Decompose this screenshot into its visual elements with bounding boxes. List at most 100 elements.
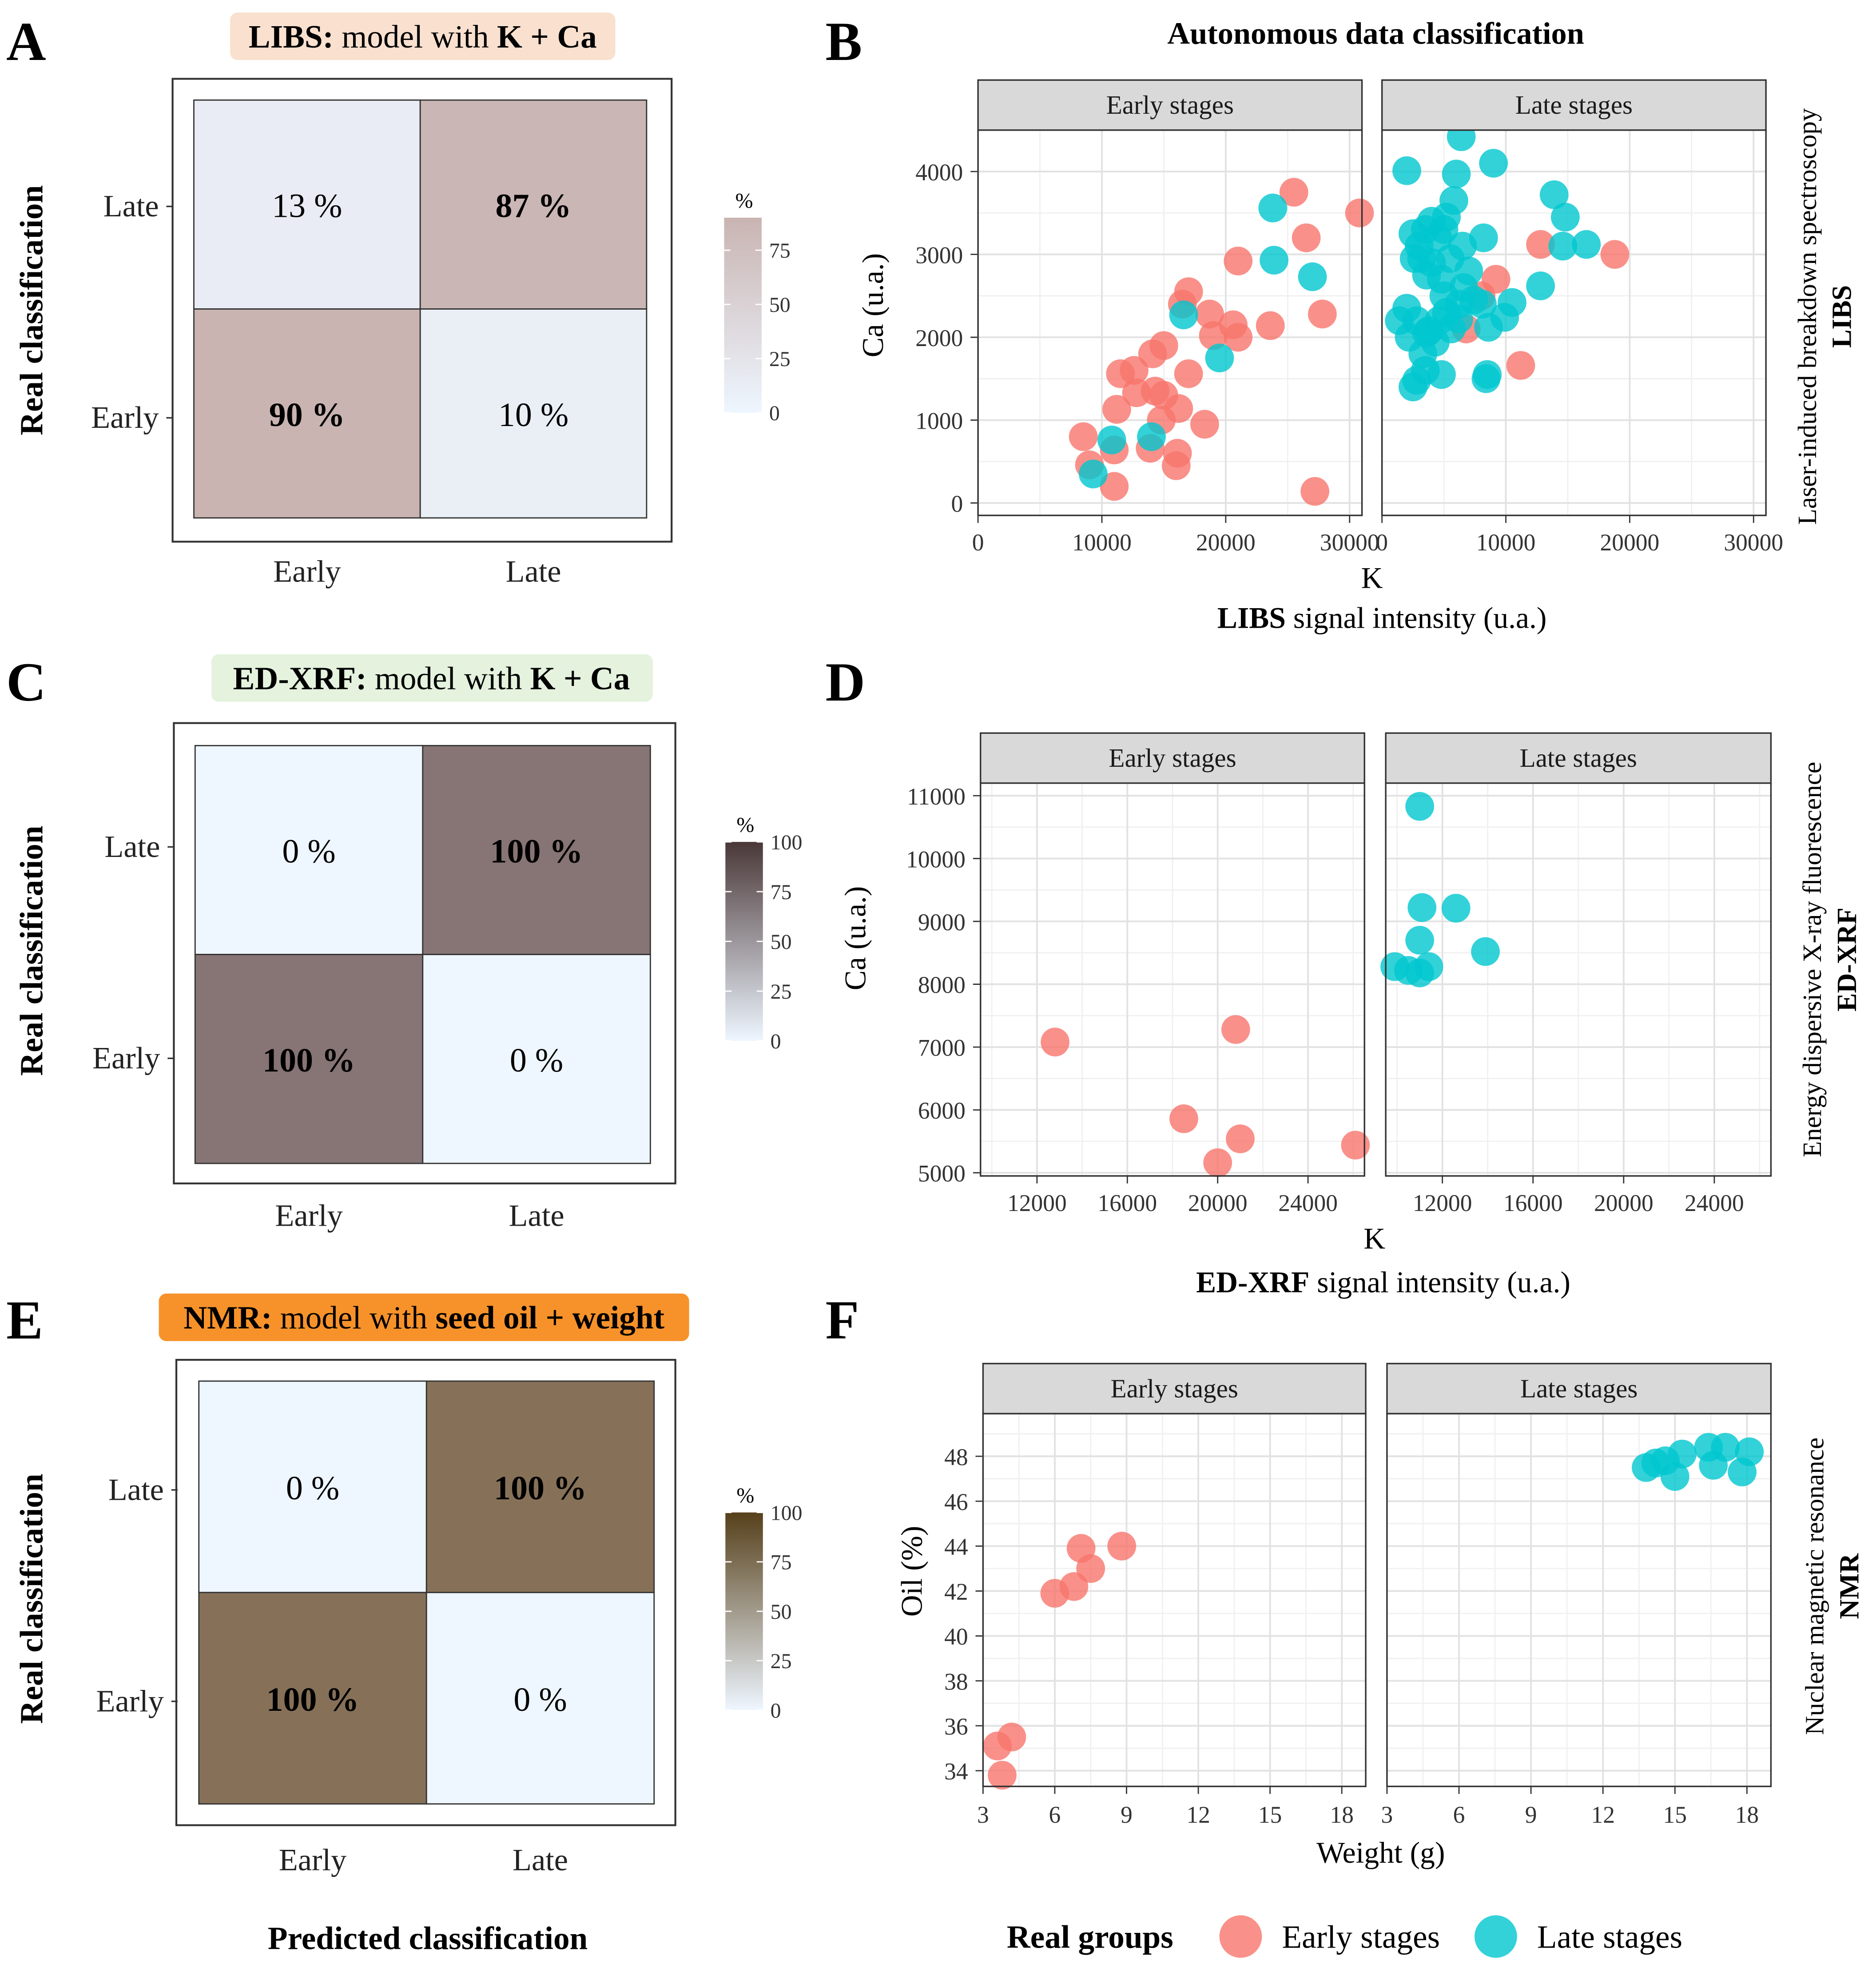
panel-f-point-early	[988, 1761, 1017, 1790]
panel-f-point-early	[1040, 1579, 1069, 1608]
panel-b-point-late	[1437, 315, 1466, 343]
panel-b-x-tick: 30000	[1320, 529, 1379, 556]
panel-b-x-caption: LIBS signal intensity (u.a.)	[1217, 602, 1546, 635]
panel-b-side-label: Laser-induced breakdown spectroscopy	[1793, 108, 1822, 525]
panel-c-colorbar-tick: 75	[771, 880, 792, 904]
panel-letter-a: A	[6, 11, 46, 72]
panel-e-cell-late-late	[425, 1380, 655, 1594]
panel-e-col-label: Late	[513, 1843, 568, 1877]
panel-d-point-early	[1169, 1104, 1198, 1133]
panel-f-y-title: Oil (%)	[895, 1526, 928, 1617]
panel-a-cell-value: 87 %	[496, 187, 572, 225]
panel-d-x-caption-bold: ED-XRF	[1196, 1266, 1309, 1299]
panel-d-facet-label: Late stages	[1520, 743, 1637, 773]
panel-f-x-tick: 15	[1663, 1801, 1687, 1828]
panel-e-title-middle: model with	[272, 1300, 435, 1336]
panel-e-colorbar-tick: 0	[771, 1699, 781, 1722]
panel-b-point-late	[1137, 422, 1166, 451]
panel-c-cell-late-early	[194, 745, 424, 956]
panel-f-x-tick: 3	[1381, 1801, 1393, 1828]
panel-f-y-tick: 44	[944, 1534, 968, 1560]
panel-e-colorbar-tick: 25	[771, 1649, 792, 1673]
panel-b-point-late	[1407, 244, 1436, 273]
panel-b-point-late	[1427, 360, 1456, 389]
panel-c-title-method: ED-XRF:	[233, 661, 367, 697]
panel-b-facet-strip	[977, 79, 1363, 131]
panel-b-point-early	[1069, 422, 1098, 451]
panel-letter-c: C	[6, 652, 46, 713]
panel-d-x-tick: 16000	[1503, 1190, 1563, 1216]
panel-d-point-late	[1414, 952, 1443, 981]
panel-b-y-tick: 2000	[915, 325, 963, 351]
panel-b-y-tick: 4000	[915, 159, 963, 186]
panel-b-point-late	[1474, 313, 1503, 342]
panel-d-x-var: K	[1363, 1222, 1385, 1255]
panel-f-side-abbrev: NMR	[1835, 1553, 1865, 1619]
panel-c-y-title: Real classification	[14, 826, 50, 1076]
panel-f-y-tick: 42	[944, 1578, 968, 1605]
panel-b-point-late	[1539, 180, 1569, 209]
panel-d-x-tick: 24000	[1685, 1190, 1744, 1216]
panel-d-x-tick: 20000	[1188, 1190, 1248, 1216]
panel-d-y-tick: 9000	[918, 909, 966, 936]
panel-f-side-label: Nuclear magnetic resonance	[1800, 1438, 1829, 1735]
panel-f-y-tick: 46	[944, 1489, 968, 1515]
panel-d-grid	[1386, 783, 1771, 1176]
panel-d-plot: 5000 6000 7000 8000 9000 10000 11000 Early stag…	[906, 732, 1772, 1216]
panel-b-y-tick: 3000	[915, 242, 963, 268]
panel-e-row-label: Early	[96, 1684, 163, 1718]
panel-a-col-label: Early	[273, 554, 341, 589]
panel-c-title: ED-XRF: model with K + Ca	[233, 661, 630, 697]
panel-e-title: NMR: model with seed oil + weight	[183, 1300, 664, 1336]
panel-b-plot: 0 1000 2000 3000 4000 Early stages 0 10000 20000…	[915, 79, 1783, 556]
panel-c-title-bg	[211, 654, 653, 702]
panel-d-y-tick: 6000	[918, 1097, 966, 1124]
panel-f-facet-border	[982, 1413, 1367, 1787]
panel-e-title-method: NMR:	[183, 1300, 272, 1336]
panel-a-colorbar-tick: 50	[769, 293, 791, 317]
panel-c-row-label: Early	[92, 1041, 160, 1076]
panel-c-cell-early-late	[422, 954, 651, 1164]
panel-f-x-tick: 9	[1525, 1801, 1537, 1828]
panel-b-x-caption-bold: LIBS	[1217, 602, 1286, 635]
panel-e-frame	[175, 1358, 676, 1826]
panel-e-cell-value: 100 %	[266, 1681, 359, 1718]
panel-f-facet-label: Early stages	[1111, 1374, 1238, 1403]
panel-d-point-early	[1226, 1124, 1255, 1153]
panel-b-title: Autonomous data classification	[1167, 16, 1584, 51]
panel-e-cell-value: 0 %	[513, 1681, 567, 1718]
panel-b-point-late	[1442, 159, 1471, 189]
predicted-classification-title: Predicted classification	[268, 1920, 588, 1956]
panel-f-point-early	[1107, 1531, 1137, 1561]
panel-b-point-early	[1600, 240, 1630, 269]
panel-b-x-tick: 0	[972, 529, 984, 556]
panel-f-x-tick: 15	[1258, 1801, 1282, 1828]
panel-b-point-early	[1100, 472, 1129, 501]
panel-c-colorbar-tick: 25	[771, 980, 792, 1004]
panel-a-title: LIBS: model with K + Ca	[249, 19, 597, 55]
panel-f-y-tick: 36	[944, 1713, 968, 1740]
panel-b-point-early	[1161, 451, 1191, 480]
panel-c-cell-value: 0 %	[510, 1042, 563, 1079]
panel-letter-f: F	[826, 1290, 859, 1351]
panel-b-point-late	[1469, 223, 1498, 252]
panel-b-point-early	[1149, 381, 1178, 410]
panel-e-col-label: Early	[279, 1843, 346, 1877]
panel-c-cell-value: 100 %	[262, 1042, 355, 1079]
panel-c-cell-value: 100 %	[490, 833, 583, 870]
panel-f-point-late	[1711, 1433, 1740, 1462]
panel-b-point-early	[1279, 178, 1308, 207]
panel-c-color-legend: % 100 75 50 25 0	[725, 813, 802, 1053]
panel-d-point-early	[1041, 1028, 1069, 1057]
panel-a-cell-late-early	[193, 99, 421, 310]
panel-a-cell-early-early	[193, 308, 421, 519]
panel-b-facet-strip	[1381, 79, 1767, 131]
legend-late-marker	[1475, 1915, 1517, 1958]
panel-c-colorbar-title: %	[736, 813, 754, 837]
panel-b-y-tick: 0	[951, 490, 963, 517]
panel-f-facet-strip	[1386, 1362, 1772, 1414]
panel-c-cells: 0 % 100 % 100 % 0 % Late Early Early Late	[92, 745, 651, 1233]
panel-a-colorbar	[724, 217, 762, 413]
panel-c-row-label: Late	[104, 829, 160, 864]
panel-e-title-elements: seed oil + weight	[436, 1300, 665, 1336]
